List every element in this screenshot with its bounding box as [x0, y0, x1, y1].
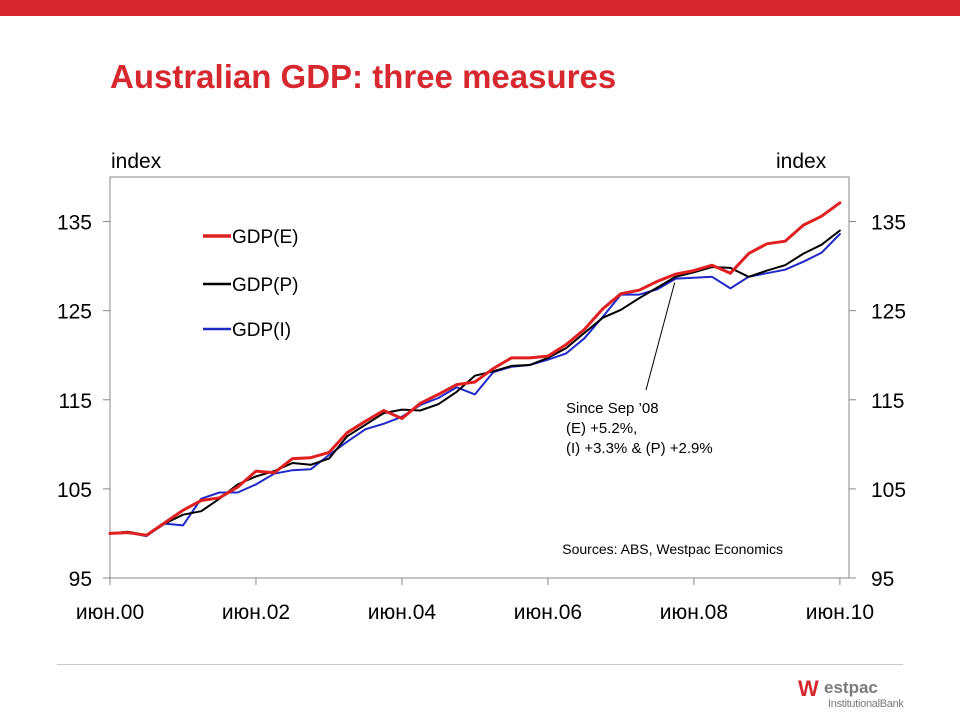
- series-line-gdpe: [108, 201, 842, 537]
- x-tick-label: июн.08: [660, 601, 728, 624]
- annotation-pointer: [645, 282, 676, 391]
- y-tick-label-left: 125: [57, 301, 92, 324]
- y-tick-label-left: 135: [57, 212, 92, 235]
- page-title: Australian GDP: three measures: [110, 58, 617, 95]
- x-tick-label: июн.04: [368, 601, 437, 624]
- y-tick-label-right: 135: [871, 212, 906, 235]
- y-tick-label-right: 125: [871, 301, 906, 324]
- logo-mark: W: [798, 676, 819, 701]
- x-tick-label: июн.00: [76, 601, 144, 624]
- y-tick-label-left: 115: [59, 390, 92, 413]
- y-tick-label-right: 105: [871, 479, 906, 502]
- legend-label: GDP(I): [232, 320, 291, 341]
- axes: 95 95 105 105 115 115 125 125 135 135 июн.00 июн.02…: [57, 212, 906, 624]
- top-accent-bar: [0, 0, 960, 16]
- westpac-logo: W estpac InstitutionalBank: [798, 674, 928, 714]
- annotation-text: Since Sep ’08: [566, 400, 659, 417]
- legend: GDP(E) GDP(P) GDP(I): [203, 227, 299, 341]
- y-tick-label-left: 105: [57, 479, 92, 502]
- legend-label: GDP(E): [232, 227, 299, 248]
- y-tick-label-right: 95: [871, 568, 894, 591]
- annotation-text: (E) +5.2%,: [566, 420, 637, 437]
- y-axis-label-left: index: [111, 150, 162, 173]
- annotation: Since Sep ’08 (E) +5.2%, (I) +3.3% & (P) +…: [566, 282, 713, 457]
- footer-divider: [57, 664, 903, 665]
- y-tick-label-left: 95: [69, 568, 92, 591]
- series-layer: [108, 201, 842, 538]
- series-line-gdpi: [109, 233, 841, 538]
- x-tick-label: июн.10: [806, 601, 874, 624]
- x-tick-label: июн.02: [222, 601, 290, 624]
- y-tick-label-right: 115: [871, 390, 904, 413]
- source-note: Sources: ABS, Westpac Economics: [562, 541, 783, 557]
- y-axis-label-right: index: [776, 150, 827, 173]
- annotation-text: (I) +3.3% & (P) +2.9%: [566, 440, 713, 457]
- x-tick-label: июн.06: [514, 601, 582, 624]
- logo-name: estpac: [824, 678, 878, 697]
- legend-label: GDP(P): [232, 275, 299, 296]
- logo-subtitle: InstitutionalBank: [828, 698, 904, 710]
